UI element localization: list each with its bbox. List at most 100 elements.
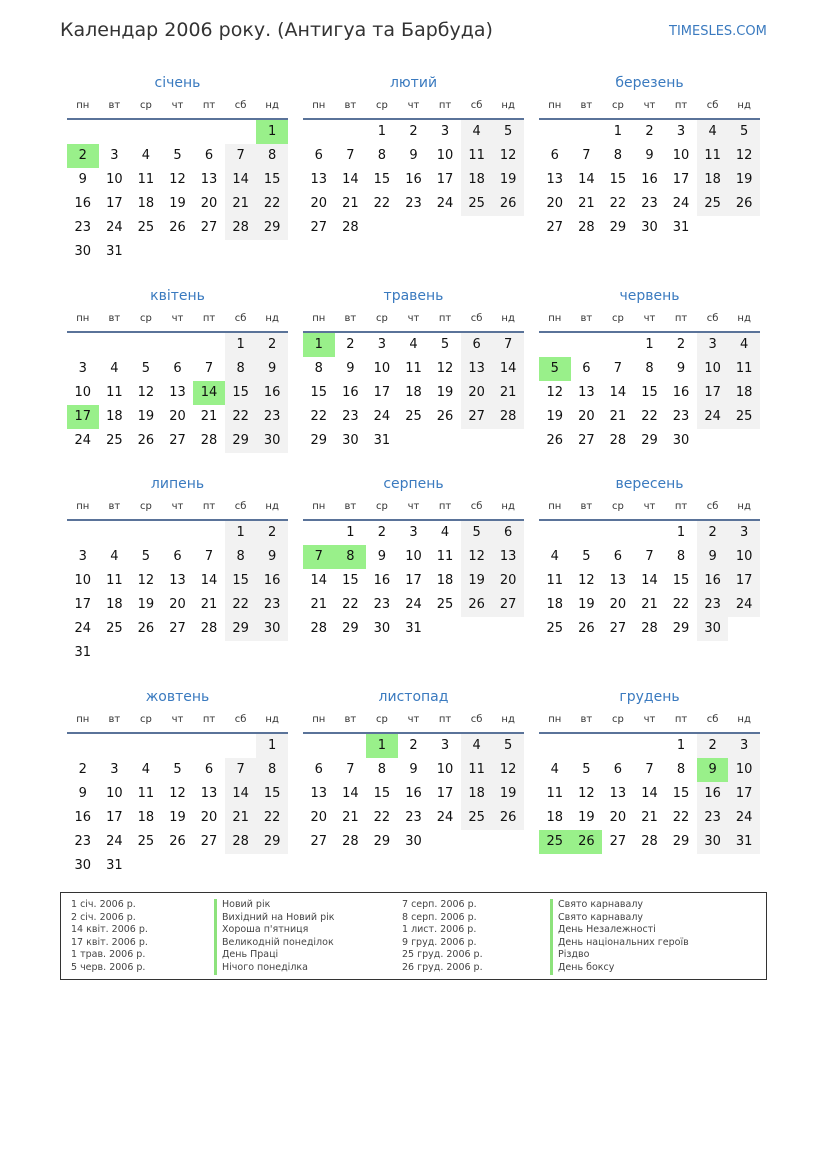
day-cell: 18 xyxy=(405,385,422,400)
day-cell: 20 xyxy=(169,597,186,612)
day-cell: 29 xyxy=(672,834,690,849)
day-cell: 9 xyxy=(377,549,387,564)
day-cell: 5 xyxy=(582,549,591,564)
day-cell: 4 xyxy=(550,549,559,564)
week-row: 24 25 26 27 28 29 30 xyxy=(67,617,288,641)
weekday-label: пт xyxy=(674,714,688,725)
day-cell: 24 xyxy=(728,593,760,617)
day-cell: 4 xyxy=(110,361,119,376)
weekday-label: ср xyxy=(375,313,388,324)
day-cell: 3 xyxy=(110,762,119,777)
day-cell: 13 xyxy=(578,385,595,400)
day-cell: 7 xyxy=(224,144,257,168)
day-cell: 3 xyxy=(110,148,119,163)
legend-date: 14 квіт. 2006 р. xyxy=(71,924,148,936)
day-cell: 6 xyxy=(492,521,524,545)
holiday-day-cell: 7 xyxy=(303,545,335,569)
empty-cell xyxy=(67,333,99,357)
day-cell: 27 xyxy=(460,405,493,429)
brand-link[interactable]: TIMESLES.COM xyxy=(669,24,767,39)
month-name: жовтень xyxy=(145,689,210,705)
month-7: серпень пн вт ср чт пт сб нд 1 2 3 4 5 6 7 8 9 10 11 12 13 14… xyxy=(303,471,524,641)
day-cell: 11 xyxy=(728,357,760,381)
week-row: 25 26 27 28 29 30 31 xyxy=(539,830,760,854)
day-cell: 14 xyxy=(200,573,218,588)
day-cell: 27 xyxy=(609,834,627,849)
day-cell: 6 xyxy=(173,361,182,376)
day-cell: 5 xyxy=(492,734,524,758)
week-row: 14 15 16 17 18 19 20 xyxy=(303,569,524,593)
month-5: червень пн вт ср чт пт сб нд 1 2 3 4 5 6 7 8 9 10 11 12 13 14… xyxy=(539,283,760,453)
empty-cell xyxy=(539,120,571,144)
day-cell: 11 xyxy=(137,786,155,801)
day-cell: 7 xyxy=(492,333,524,357)
day-cell: 23 xyxy=(373,597,391,612)
month-10: листопад пн вт ср чт пт сб нд 1 2 3 4 5 6 7 8 9 10 11 12 13 1… xyxy=(303,684,524,854)
month-name: квітень xyxy=(150,288,205,304)
day-cell: 7 xyxy=(204,549,214,564)
day-cell: 29 xyxy=(641,433,658,448)
day-cell: 18 xyxy=(436,573,454,588)
day-cell: 6 xyxy=(204,762,214,777)
empty-cell xyxy=(602,734,634,758)
day-cell: 12 xyxy=(578,786,595,801)
day-cell: 3 xyxy=(409,525,418,540)
weekday-header: пн вт ср чт пт сб нд xyxy=(303,309,524,333)
day-cell: 15 xyxy=(256,168,288,192)
day-cell: 29 xyxy=(224,429,257,453)
week-row: 10 11 12 13 14 15 16 xyxy=(67,569,288,593)
empty-cell xyxy=(492,429,524,453)
day-cell: 23 xyxy=(672,409,690,424)
month-6: липень пн вт ср чт пт сб нд 1 2 3 4 5 6 7 8 9 10 11 12 13 14 1… xyxy=(67,471,288,665)
weekday-label: чт xyxy=(407,501,420,512)
day-cell: 6 xyxy=(613,549,623,564)
day-cell: 28 xyxy=(641,621,658,636)
weekday-label: вт xyxy=(344,501,357,512)
empty-cell xyxy=(225,240,257,264)
week-row: 23 24 25 26 27 28 29 xyxy=(67,830,288,854)
weekday-label: вт xyxy=(344,714,357,725)
day-cell: 11 xyxy=(106,385,123,400)
empty-cell xyxy=(303,120,335,144)
day-cell: 24 xyxy=(74,621,92,636)
weekday-label: чт xyxy=(171,100,184,111)
day-cell: 11 xyxy=(546,786,564,801)
weekday-label: пт xyxy=(674,501,688,512)
day-cell: 9 xyxy=(346,361,355,376)
empty-cell xyxy=(602,521,634,545)
weekday-header: пн вт ср чт пт сб нд xyxy=(303,710,524,734)
month-name: вересень xyxy=(615,476,684,492)
weekday-label: пн xyxy=(76,501,90,512)
day-cell: 13 xyxy=(492,545,524,569)
day-cell: 27 xyxy=(200,834,218,849)
day-cell: 25 xyxy=(728,405,760,429)
day-cell: 25 xyxy=(137,834,155,849)
empty-cell xyxy=(571,333,603,357)
day-cell: 14 xyxy=(641,573,658,588)
weekday-label: нд xyxy=(501,313,515,324)
week-row: 31 xyxy=(67,641,288,665)
weekday-header: пн вт ср чт пт сб нд xyxy=(67,309,288,333)
day-cell: 10 xyxy=(373,361,391,376)
day-cell: 10 xyxy=(74,573,92,588)
day-cell: 28 xyxy=(342,834,359,849)
weekday-label: вт xyxy=(108,501,121,512)
day-cell: 3 xyxy=(78,361,87,376)
day-cell: 2 xyxy=(696,521,729,545)
day-cell: 26 xyxy=(436,409,454,424)
day-cell: 17 xyxy=(106,810,123,825)
holiday-day-cell: 1 xyxy=(256,120,288,144)
day-cell: 1 xyxy=(676,525,686,540)
empty-cell xyxy=(256,240,288,264)
day-cell: 28 xyxy=(224,830,257,854)
empty-cell xyxy=(193,854,225,878)
weekday-label: нд xyxy=(265,313,279,324)
empty-cell xyxy=(67,120,99,144)
day-cell: 26 xyxy=(137,621,155,636)
day-cell: 21 xyxy=(342,196,359,211)
weekday-header: пн вт ср чт пт сб нд xyxy=(67,710,288,734)
week-row: 21 22 23 24 25 26 27 xyxy=(303,593,524,617)
day-cell: 19 xyxy=(728,168,760,192)
day-cell: 11 xyxy=(546,573,564,588)
weekday-label: пн xyxy=(548,714,562,725)
